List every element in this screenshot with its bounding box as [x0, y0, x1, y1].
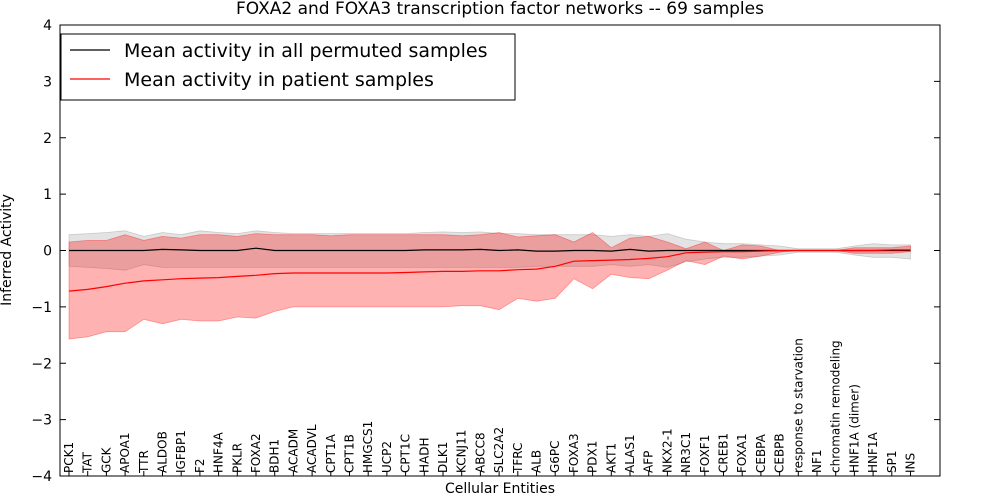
x-tick-label-acadm: ACADM — [286, 429, 300, 473]
y-axis-label: Inferred Activity — [0, 194, 15, 306]
y-tick-label: 4 — [43, 18, 52, 34]
x-tick-label-g6pc: G6PC — [548, 440, 562, 473]
x-tick-label-gck: GCK — [99, 446, 113, 473]
x-axis-label: Cellular Entities — [445, 481, 555, 497]
x-tick-label-foxa3: FOXA3 — [567, 433, 581, 473]
x-tick-label-alas1: ALAS1 — [623, 434, 637, 473]
x-tick-label-cebpb: CEBPB — [773, 433, 787, 473]
x-tick-label-acadvl: ACADVL — [305, 424, 319, 473]
x-tick-label-alb: ALB — [530, 450, 544, 473]
x-tick-label-apoa1: APOA1 — [118, 432, 132, 473]
x-tick-label-cpt1b: CPT1B — [343, 434, 357, 473]
x-tick-label-nr3c1: NR3C1 — [679, 432, 693, 473]
x-tick-label-hmgcs1: HMGCS1 — [361, 421, 375, 473]
chart-title: FOXA2 and FOXA3 transcription factor net… — [236, 0, 764, 19]
y-tick-label: 1 — [43, 187, 52, 203]
y-tick-label: −2 — [31, 356, 52, 372]
y-tick-label: 0 — [43, 244, 52, 260]
x-tick-label-tat: TAT — [81, 451, 95, 474]
legend-box — [60, 33, 516, 101]
x-tick-label-hnf1a: HNF1A — [866, 431, 880, 473]
y-tick-label: −1 — [31, 300, 52, 316]
x-tick-label-dlk1: DLK1 — [436, 442, 450, 473]
x-tick-label-cpt1c: CPT1C — [399, 434, 413, 473]
x-tick-label-pck1: PCK1 — [62, 442, 76, 473]
x-tick-label-nf1: NF1 — [810, 449, 824, 473]
line-patient — [68, 249, 911, 292]
band-patient — [68, 232, 911, 340]
x-tick-label-chromatin-remodeling: chromatin remodeling — [829, 340, 843, 473]
x-tick-label-bdh1: BDH1 — [268, 439, 282, 473]
x-tick-label-hadh: HADH — [417, 438, 431, 474]
x-tick-label-afp: AFP — [642, 451, 656, 473]
x-tick-label-cebpa: CEBPA — [754, 433, 768, 473]
x-tick-label-sp1: SP1 — [885, 451, 899, 474]
x-tick-label-f2: F2 — [193, 458, 207, 473]
x-tick-label-ttr: TTR — [137, 450, 151, 474]
x-tick-label-nkx2-1: NKX2-1 — [660, 428, 674, 473]
y-axis: −4 −3 −2 −1 0 1 2 3 4 — [31, 18, 940, 485]
y-tick-label: 3 — [43, 74, 52, 90]
y-tick-label: −3 — [31, 413, 52, 429]
x-tick-label-hnf1a-dimer: HNF1A (dimer) — [847, 384, 861, 473]
legend: Mean activity in all permuted samples Me… — [60, 33, 516, 101]
x-tick-label-igfbp1: IGFBP1 — [174, 430, 188, 473]
x-tick-label-foxa2: FOXA2 — [249, 433, 263, 473]
series-lines — [68, 247, 911, 292]
x-tick-label-abcc8: ABCC8 — [473, 432, 487, 473]
x-tick-label-akt1: AKT1 — [604, 443, 618, 473]
legend-label-patient: Mean activity in patient samples — [124, 69, 434, 91]
x-tick-label-kcnj11: KCNJ11 — [455, 430, 469, 473]
x-tick-label-ucp2: UCP2 — [380, 441, 394, 473]
x-tick-label-slc2a2: SLC2A2 — [492, 427, 506, 473]
x-tick-label-hnf4a: HNF4A — [212, 431, 226, 473]
x-tick-label-foxf1: FOXF1 — [698, 435, 712, 473]
y-tick-label: −4 — [31, 469, 52, 485]
x-tick-label-pklr: PKLR — [230, 443, 244, 473]
x-axis: PCK1 TAT GCK APOA1 TTR ALDOB IGFBP1 F2 HNF4A PKLR… — [62, 338, 918, 476]
x-tick-label-response-to-starvation: response to starvation — [791, 338, 805, 473]
legend-label-permuted: Mean activity in all permuted samples — [124, 40, 487, 62]
x-tick-label-cpt1a: CPT1A — [324, 433, 338, 473]
x-tick-label-pdx1: PDX1 — [586, 441, 600, 473]
x-tick-label-tfrc: TFRC — [511, 443, 525, 474]
x-tick-label-ins: INS — [904, 453, 918, 473]
y-tick-label: 2 — [43, 131, 52, 147]
x-tick-label-aldob: ALDOB — [156, 431, 170, 473]
x-tick-label-foxa1: FOXA1 — [735, 433, 749, 473]
x-tick-label-creb1: CREB1 — [717, 433, 731, 473]
